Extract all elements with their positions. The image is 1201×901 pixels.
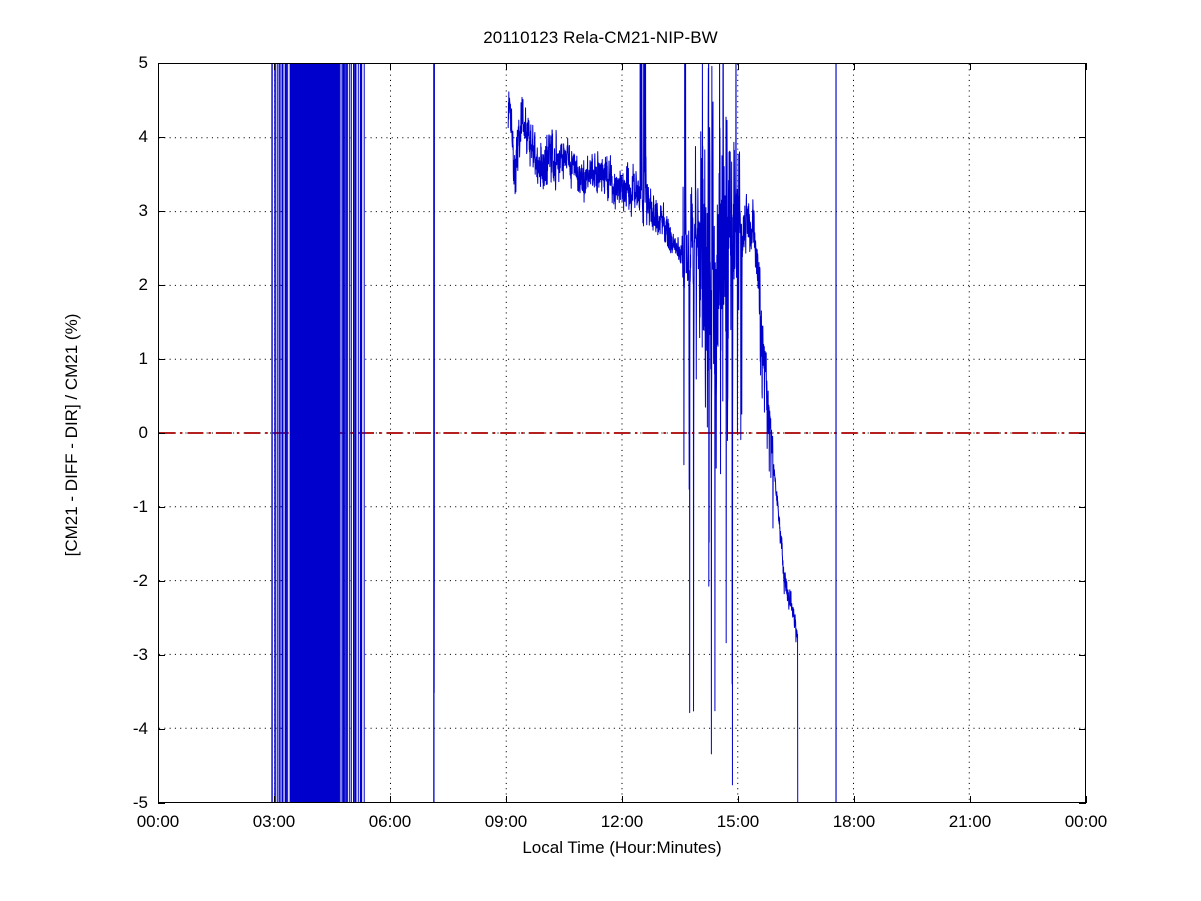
- y-tick-label: -5: [132, 793, 148, 812]
- x-tickmark: [505, 63, 507, 70]
- y-tick-label: -4: [132, 719, 148, 738]
- x-axis-label: Local Time (Hour:Minutes): [522, 838, 722, 857]
- x-tick-label: 06:00: [368, 812, 412, 831]
- y-tick-label: 1: [138, 349, 148, 368]
- x-tick-label: 09:00: [484, 812, 528, 831]
- x-tickmark: [621, 796, 623, 803]
- x-tickmark: [157, 796, 159, 803]
- y-tick-label: 3: [138, 201, 148, 220]
- y-tickmark: [1079, 506, 1086, 508]
- x-tickmark: [969, 796, 971, 803]
- y-tickmark: [1079, 358, 1086, 360]
- x-tickmark: [157, 63, 159, 70]
- x-tick-label: 12:00: [600, 812, 644, 831]
- y-tickmark: [158, 358, 165, 360]
- plot-area: [158, 63, 1086, 803]
- x-tickmark: [273, 63, 275, 70]
- y-axis-label: [CM21 - DIFF - DIR] / CM21 (%): [62, 313, 81, 557]
- y-tickmark: [158, 580, 165, 582]
- x-tickmark: [853, 63, 855, 70]
- x-tickmark: [273, 796, 275, 803]
- x-tickmark: [853, 796, 855, 803]
- y-tick-label: 2: [138, 275, 148, 294]
- y-tickmark: [1079, 802, 1086, 804]
- x-tick-label: 18:00: [832, 812, 876, 831]
- y-tick-label: 0: [138, 423, 148, 442]
- y-tick-label: 4: [138, 127, 148, 146]
- y-tick-label: -3: [132, 645, 148, 664]
- x-tick-label: 15:00: [716, 812, 760, 831]
- y-tickmark: [1079, 728, 1086, 730]
- x-tickmark: [389, 63, 391, 70]
- x-tick-label: 03:00: [252, 812, 296, 831]
- y-tickmark: [158, 802, 165, 804]
- y-tick-label: 5: [138, 53, 148, 72]
- y-tickmark: [158, 728, 165, 730]
- y-tickmark: [1079, 210, 1086, 212]
- chart-title: 20110123 Rela-CM21-NIP-BW: [483, 28, 718, 47]
- y-tick-label: -2: [132, 571, 148, 590]
- x-tickmark: [737, 796, 739, 803]
- x-tick-label: 00:00: [136, 812, 180, 831]
- y-tickmark: [158, 654, 165, 656]
- x-tickmark: [389, 796, 391, 803]
- x-tickmark: [969, 63, 971, 70]
- y-tickmark: [1079, 654, 1086, 656]
- x-tickmark: [1085, 796, 1087, 803]
- y-tickmark: [158, 432, 165, 434]
- y-tickmark: [1079, 62, 1086, 64]
- x-tickmark: [737, 63, 739, 70]
- y-tickmark: [158, 284, 165, 286]
- y-tick-label: -1: [132, 497, 148, 516]
- x-tick-label: 00:00: [1064, 812, 1108, 831]
- x-tick-label: 21:00: [948, 812, 992, 831]
- x-tickmark: [505, 796, 507, 803]
- y-tickmark: [1079, 432, 1086, 434]
- y-tickmark: [158, 210, 165, 212]
- y-tickmark: [1079, 136, 1086, 138]
- data-series-line: [271, 64, 837, 802]
- y-tickmark: [1079, 580, 1086, 582]
- y-tickmark: [158, 62, 165, 64]
- y-tickmark: [1079, 284, 1086, 286]
- y-tickmark: [158, 506, 165, 508]
- x-tickmark: [1085, 63, 1087, 70]
- y-tickmark: [158, 136, 165, 138]
- x-tickmark: [621, 63, 623, 70]
